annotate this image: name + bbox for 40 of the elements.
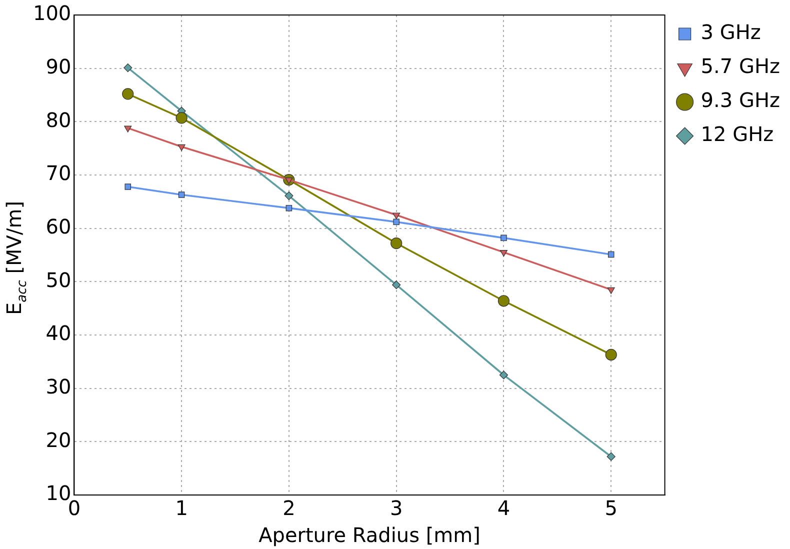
legend-label: 9.3 GHz [700, 88, 780, 112]
point [500, 234, 507, 242]
point [608, 251, 614, 258]
point [606, 452, 616, 461]
legend-label: 12 GHz [700, 122, 774, 146]
y-tick-label: 90 [46, 54, 72, 79]
y-tick-label: 30 [46, 374, 72, 399]
point [499, 370, 508, 380]
legend-label: 3 GHz [700, 20, 761, 44]
y-tick-label: 80 [46, 108, 72, 132]
x-tick-label: 2 [282, 496, 296, 520]
y-tick-label: 60 [46, 214, 72, 239]
point [392, 212, 400, 220]
x-tick-label: 4 [497, 496, 510, 520]
point [605, 348, 617, 361]
y-tick-label: 50 [46, 268, 72, 292]
point [176, 112, 188, 124]
y-tick-label: 40 [46, 321, 72, 346]
point [124, 184, 131, 190]
point [286, 204, 292, 212]
point [122, 88, 134, 100]
point [498, 295, 510, 307]
x-tick-label: 1 [175, 496, 188, 520]
point [284, 192, 294, 200]
x-axis-title: Aperture Radius [mm] [258, 523, 480, 548]
point [607, 287, 615, 294]
point [178, 192, 185, 198]
point [124, 126, 132, 132]
point [392, 280, 401, 290]
x-tick-label: 5 [604, 496, 618, 520]
y-tick-label: 70 [46, 161, 72, 186]
point [178, 144, 186, 152]
point [124, 64, 132, 72]
y-tick-label: 100 [32, 1, 72, 26]
point [393, 218, 400, 226]
y-tick-label: 20 [46, 428, 72, 452]
point [390, 237, 402, 250]
legend-label: 5.7 GHz [700, 54, 780, 78]
x-tick-label: 3 [390, 496, 403, 520]
point [500, 250, 508, 257]
